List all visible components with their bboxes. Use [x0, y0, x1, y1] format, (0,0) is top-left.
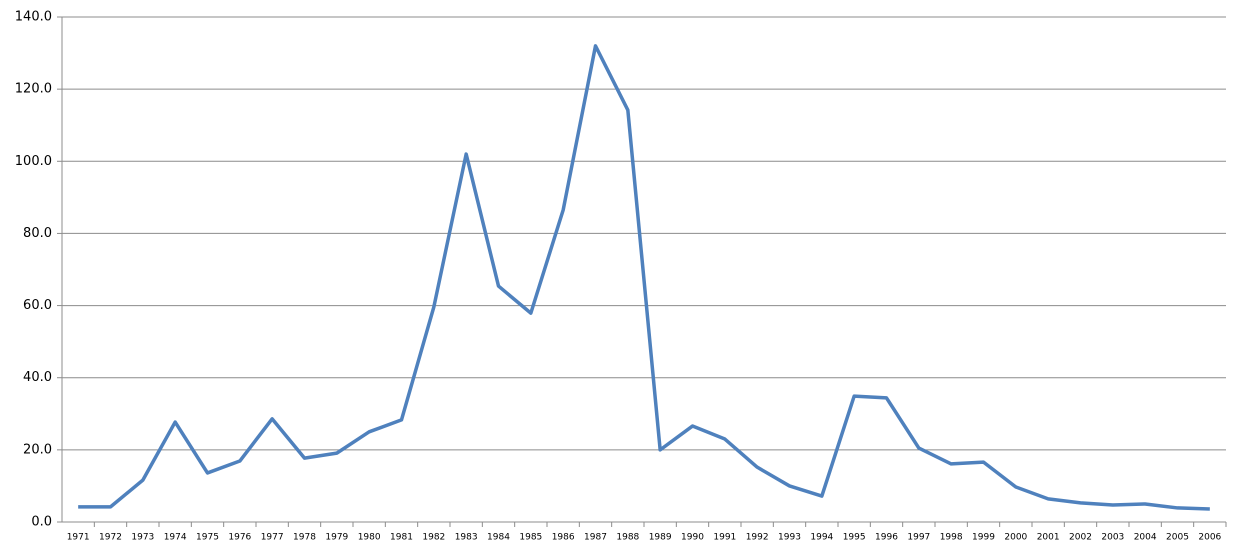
x-tick-label: 1991 — [713, 533, 736, 543]
x-tick-label: 1974 — [164, 533, 187, 543]
x-tick-label: 1979 — [325, 533, 348, 543]
x-tick-label: 1993 — [778, 533, 801, 543]
line-series — [78, 44, 1210, 511]
x-tick-label: 2006 — [1198, 533, 1221, 543]
x-tick-label: 1997 — [907, 533, 930, 543]
x-tick-label: 1980 — [358, 533, 381, 543]
x-tick-label: 1992 — [746, 533, 769, 543]
x-tick-label: 1984 — [487, 533, 510, 543]
x-tick-label: 1972 — [99, 533, 122, 543]
y-tick-label: 80.0 — [23, 226, 52, 241]
x-tick-label: 2001 — [1037, 533, 1060, 543]
y-tick-label: 140.0 — [15, 10, 52, 25]
y-tick-label: 100.0 — [15, 154, 52, 169]
x-tick-label: 2003 — [1101, 533, 1124, 543]
x-tick-label: 1987 — [584, 533, 607, 543]
x-tick-label: 1971 — [67, 533, 90, 543]
x-tick-label: 1996 — [875, 533, 898, 543]
x-tick-label: 2000 — [1004, 533, 1027, 543]
x-tick-label: 1981 — [390, 533, 413, 543]
x-tick-label: 1983 — [455, 533, 478, 543]
y-tick-label: 0.0 — [31, 515, 52, 530]
x-tick-label: 1990 — [681, 533, 704, 543]
x-tick-label: 1975 — [196, 533, 219, 543]
x-tick-label: 1978 — [293, 533, 316, 543]
y-tick-label: 120.0 — [15, 82, 52, 97]
x-tick-label: 1985 — [519, 533, 542, 543]
x-tick-label: 1976 — [228, 533, 251, 543]
x-tick-label: 2005 — [1166, 533, 1189, 543]
x-tick-label: 2002 — [1069, 533, 1092, 543]
x-tick-label: 1986 — [552, 533, 575, 543]
x-tick-label: 1973 — [131, 533, 154, 543]
x-tick-label: 1998 — [940, 533, 963, 543]
x-tick-label: 1977 — [261, 533, 284, 543]
y-tick-label: 20.0 — [23, 442, 52, 457]
x-tick-label: 1982 — [422, 533, 445, 543]
x-tick-label: 1988 — [616, 533, 639, 543]
x-tick-label: 1989 — [649, 533, 672, 543]
x-tick-label: 1999 — [972, 533, 995, 543]
x-tick-label: 1994 — [810, 533, 833, 543]
y-tick-label: 60.0 — [23, 298, 52, 313]
y-tick-label: 40.0 — [23, 370, 52, 385]
x-tick-label: 1995 — [843, 533, 866, 543]
x-tick-label: 2004 — [1134, 533, 1157, 543]
